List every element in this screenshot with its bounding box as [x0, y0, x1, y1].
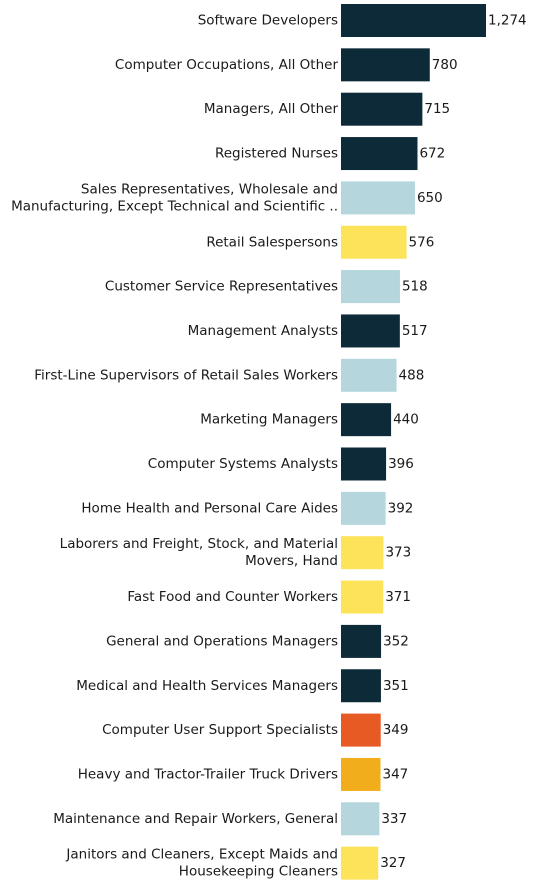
category-label: First-Line Supervisors of Retail Sales W…: [34, 367, 338, 383]
category-label: Retail Salespersons: [206, 234, 338, 250]
category-label: Movers, Hand: [245, 553, 338, 569]
category-label: Computer Systems Analysts: [148, 456, 338, 472]
value-label: 672: [419, 146, 445, 162]
bar: [341, 48, 430, 82]
bar: [341, 181, 415, 215]
value-label: 347: [382, 766, 408, 782]
category-label: Manufacturing, Except Technical and Scie…: [11, 198, 338, 214]
bar: [341, 225, 407, 259]
bars-group: [341, 4, 486, 880]
value-label: 488: [399, 367, 425, 383]
category-label: Janitors and Cleaners, Except Maids and: [65, 847, 338, 863]
category-label: Computer Occupations, All Other: [115, 57, 339, 73]
category-labels-group: Software Developers Computer Occupations,…: [11, 13, 338, 880]
value-label: 351: [383, 678, 409, 694]
bar: [341, 403, 392, 437]
bar: [341, 757, 381, 791]
value-label: 517: [402, 323, 428, 339]
value-label: 576: [409, 234, 435, 250]
category-label: Maintenance and Repair Workers, General: [53, 811, 338, 827]
value-label: 715: [424, 101, 450, 117]
bar: [341, 4, 486, 37]
category-label: Registered Nurses: [215, 146, 338, 162]
bar: [341, 846, 379, 880]
bar: [341, 580, 384, 614]
value-label: 371: [385, 589, 411, 605]
bar: [341, 669, 381, 703]
value-label: 518: [402, 279, 428, 295]
value-label: 396: [388, 456, 414, 472]
value-labels-group: 1,274 780 715 672 650 576 518 517 488 440 396 392 37…: [380, 13, 526, 872]
bar: [341, 713, 381, 747]
bar: [341, 137, 418, 171]
bar: [341, 802, 380, 836]
category-label: Medical and Health Services Managers: [76, 678, 338, 694]
value-label: 650: [417, 190, 443, 206]
category-label: Laborers and Freight, Stock, and Materia…: [60, 536, 338, 552]
category-label: Home Health and Personal Care Aides: [81, 500, 338, 516]
bar: [341, 491, 386, 525]
bar: [341, 536, 384, 570]
value-label: 373: [385, 545, 411, 561]
bar: [341, 358, 397, 392]
category-label: Sales Representatives, Wholesale and: [81, 181, 338, 197]
category-label: Customer Service Representatives: [105, 279, 338, 295]
category-label: General and Operations Managers: [106, 633, 338, 649]
category-label: Heavy and Tractor-Trailer Truck Drivers: [78, 766, 338, 782]
value-label: 337: [381, 811, 407, 827]
category-label: Housekeeping Cleaners: [179, 864, 338, 880]
bar: [341, 624, 382, 658]
value-label: 780: [432, 57, 458, 73]
category-label: Computer User Support Specialists: [102, 722, 338, 738]
category-label: Managers, All Other: [204, 101, 339, 117]
category-label: Fast Food and Counter Workers: [127, 589, 338, 605]
value-label: 1,274: [488, 13, 527, 29]
value-label: 349: [383, 722, 409, 738]
bar: [341, 447, 387, 481]
value-label: 352: [383, 633, 409, 649]
category-label: Marketing Managers: [200, 412, 338, 428]
value-label: 327: [380, 855, 406, 871]
category-label: Software Developers: [198, 13, 338, 29]
value-label: 440: [393, 412, 419, 428]
value-label: 392: [388, 500, 414, 516]
category-label: Management Analysts: [188, 323, 338, 339]
bar: [341, 314, 400, 348]
bar: [341, 92, 423, 126]
bar: [341, 270, 400, 304]
